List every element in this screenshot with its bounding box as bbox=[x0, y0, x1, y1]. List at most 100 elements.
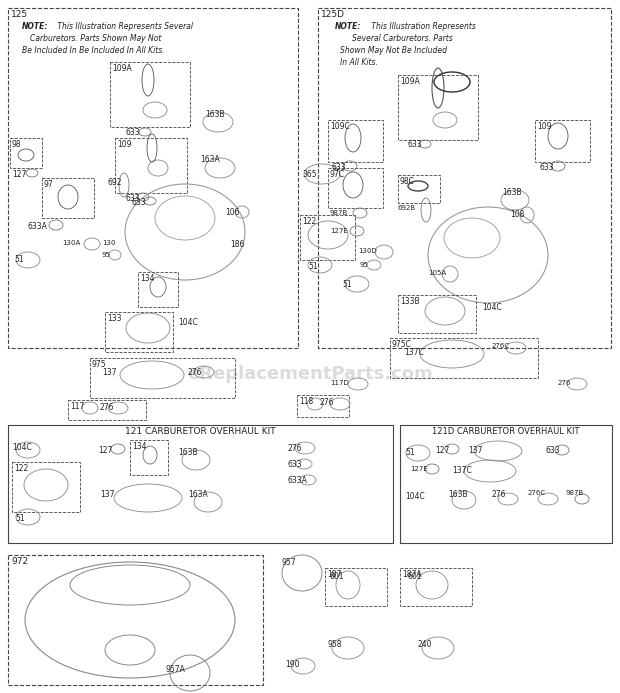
Text: 51: 51 bbox=[405, 448, 415, 457]
Text: 130A: 130A bbox=[62, 240, 80, 246]
Text: 163B: 163B bbox=[502, 188, 521, 197]
Text: 957: 957 bbox=[282, 558, 296, 567]
Text: 104C: 104C bbox=[405, 492, 425, 501]
Text: 104C: 104C bbox=[482, 303, 502, 312]
Bar bbox=[400, 425, 612, 543]
Text: 133B: 133B bbox=[400, 297, 420, 306]
Text: 187: 187 bbox=[327, 570, 342, 579]
Bar bbox=[400, 568, 472, 606]
Text: 127: 127 bbox=[12, 170, 27, 179]
Text: 105A: 105A bbox=[428, 270, 446, 276]
Text: 109C: 109C bbox=[330, 122, 350, 131]
Bar bbox=[297, 395, 349, 417]
Text: 633: 633 bbox=[125, 194, 140, 203]
Bar bbox=[390, 338, 538, 378]
Text: 633: 633 bbox=[408, 140, 423, 149]
Text: 137: 137 bbox=[102, 368, 117, 377]
Text: 127: 127 bbox=[435, 446, 449, 455]
Text: 987B: 987B bbox=[330, 210, 348, 216]
Text: 601: 601 bbox=[330, 572, 345, 581]
Text: 109: 109 bbox=[117, 140, 131, 149]
Bar bbox=[42, 178, 94, 218]
Bar bbox=[535, 120, 590, 162]
Text: 122: 122 bbox=[14, 464, 29, 473]
Text: Shown May Not Be Included: Shown May Not Be Included bbox=[340, 46, 447, 55]
Text: This Illustration Represents Several: This Illustration Represents Several bbox=[55, 22, 193, 31]
Text: 972: 972 bbox=[11, 557, 28, 566]
Bar bbox=[10, 138, 42, 168]
Bar bbox=[300, 215, 355, 260]
Text: 118: 118 bbox=[299, 397, 313, 406]
Text: 276: 276 bbox=[100, 403, 115, 412]
Bar bbox=[8, 425, 393, 543]
Text: 104C: 104C bbox=[178, 318, 198, 327]
Text: 95: 95 bbox=[102, 252, 111, 258]
Text: 104C: 104C bbox=[12, 443, 32, 452]
Text: 97: 97 bbox=[44, 180, 54, 189]
Text: 633: 633 bbox=[540, 163, 555, 172]
Text: 163B: 163B bbox=[448, 490, 467, 499]
Text: 106: 106 bbox=[225, 208, 239, 217]
Text: 633: 633 bbox=[132, 198, 146, 207]
Text: 633: 633 bbox=[288, 460, 303, 469]
Bar bbox=[130, 440, 168, 475]
Bar bbox=[90, 358, 235, 398]
Text: 108: 108 bbox=[510, 210, 525, 219]
Text: NOTE:: NOTE: bbox=[335, 22, 361, 31]
Text: 121 CARBURETOR OVERHAUL KIT: 121 CARBURETOR OVERHAUL KIT bbox=[125, 427, 275, 436]
Bar bbox=[318, 8, 611, 348]
Text: 163B: 163B bbox=[178, 448, 198, 457]
Text: 163A: 163A bbox=[188, 490, 208, 499]
Text: 276: 276 bbox=[492, 490, 507, 499]
Text: 109A: 109A bbox=[112, 64, 131, 73]
Text: Be Included In Be Included In All Kits.: Be Included In Be Included In All Kits. bbox=[22, 46, 165, 55]
Bar bbox=[8, 555, 263, 685]
Text: 633A: 633A bbox=[288, 476, 308, 485]
Text: 137C: 137C bbox=[404, 348, 423, 357]
Text: This Illustration Represents: This Illustration Represents bbox=[369, 22, 476, 31]
Bar bbox=[398, 75, 478, 140]
Text: 276C: 276C bbox=[492, 343, 510, 349]
Text: 276: 276 bbox=[188, 368, 203, 377]
Text: 134: 134 bbox=[132, 442, 146, 451]
Bar bbox=[68, 400, 146, 420]
Text: 117: 117 bbox=[70, 402, 84, 411]
Text: 276: 276 bbox=[320, 398, 335, 407]
Text: 975: 975 bbox=[92, 360, 107, 369]
Bar bbox=[398, 295, 476, 333]
Text: 137: 137 bbox=[100, 490, 115, 499]
Text: NOTE:: NOTE: bbox=[22, 22, 48, 31]
Text: 692B: 692B bbox=[398, 205, 416, 211]
Bar bbox=[105, 312, 173, 352]
Bar bbox=[115, 138, 187, 193]
Text: 125: 125 bbox=[11, 10, 28, 19]
Text: 276C: 276C bbox=[528, 490, 546, 496]
Text: 692: 692 bbox=[108, 178, 123, 187]
Text: 95: 95 bbox=[360, 262, 369, 268]
Text: 958: 958 bbox=[328, 640, 342, 649]
Text: 633: 633 bbox=[125, 128, 140, 137]
Text: 240: 240 bbox=[418, 640, 433, 649]
Text: 97C: 97C bbox=[330, 170, 345, 179]
Text: 51: 51 bbox=[15, 514, 25, 523]
Text: 137C: 137C bbox=[452, 466, 472, 475]
Text: 137: 137 bbox=[468, 446, 482, 455]
Bar bbox=[110, 62, 190, 127]
Text: 127E: 127E bbox=[330, 228, 348, 234]
Bar bbox=[12, 462, 80, 512]
Text: 117D: 117D bbox=[330, 380, 348, 386]
Text: 127: 127 bbox=[98, 446, 112, 455]
Text: 187A: 187A bbox=[402, 570, 422, 579]
Text: 98C: 98C bbox=[400, 177, 415, 186]
Bar bbox=[325, 568, 387, 606]
Text: 190: 190 bbox=[285, 660, 299, 669]
Text: 130D: 130D bbox=[358, 248, 377, 254]
Text: 987B: 987B bbox=[565, 490, 583, 496]
Text: 276: 276 bbox=[558, 380, 572, 386]
Text: 122: 122 bbox=[302, 217, 316, 226]
Text: 130: 130 bbox=[102, 240, 115, 246]
Text: Carburetors. Parts Shown May Not: Carburetors. Parts Shown May Not bbox=[30, 34, 161, 43]
Text: 133: 133 bbox=[107, 314, 122, 323]
Text: 633: 633 bbox=[332, 163, 347, 172]
Text: eReplacementParts.com: eReplacementParts.com bbox=[187, 365, 433, 383]
